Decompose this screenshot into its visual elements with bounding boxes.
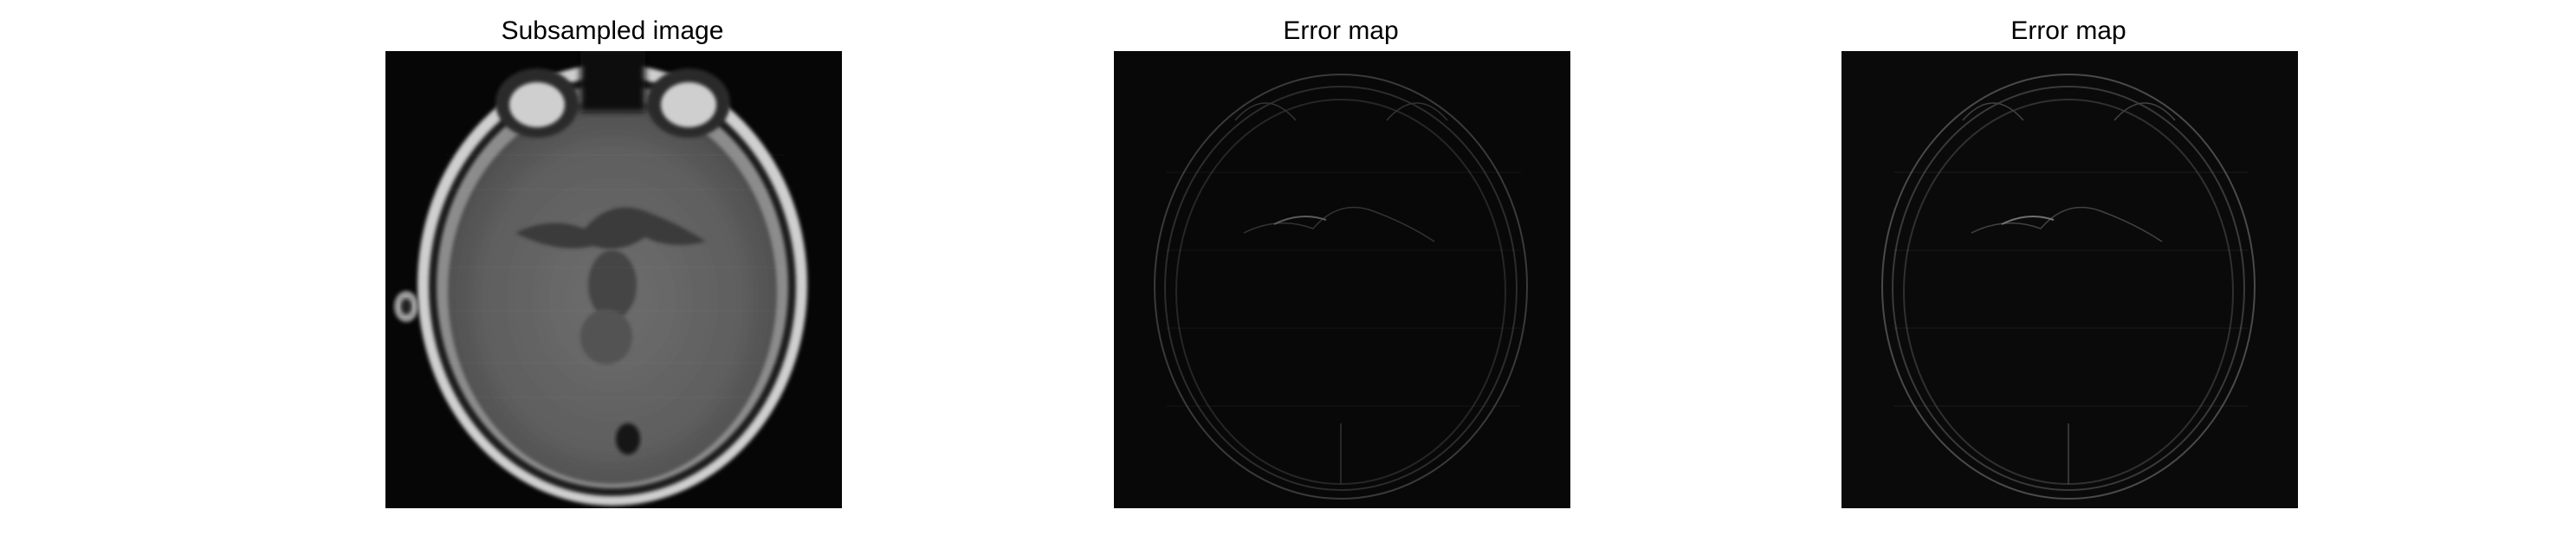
panel-title-error-map-2: Error map bbox=[2010, 16, 2126, 45]
mri-brain-drawing bbox=[385, 51, 842, 508]
error-map-drawing-2 bbox=[1841, 51, 2298, 508]
error-map-drawing-1 bbox=[1114, 51, 1570, 508]
subsampled-mri-image bbox=[385, 51, 842, 508]
error-map-image-2 bbox=[1841, 51, 2298, 508]
panel-title-error-map-1: Error map bbox=[1283, 16, 1399, 45]
panel-title-subsampled: Subsampled image bbox=[501, 16, 724, 45]
error-map-image-1 bbox=[1114, 51, 1570, 508]
